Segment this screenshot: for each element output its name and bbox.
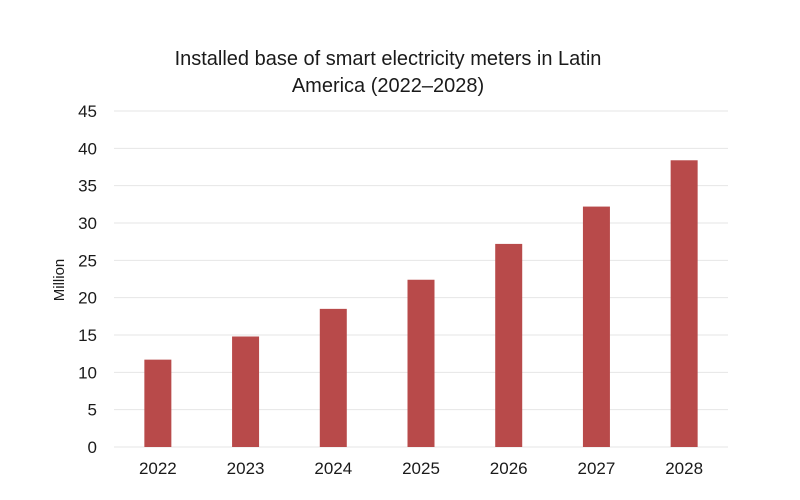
y-tick-label: 20 (78, 289, 97, 308)
x-tick-label: 2025 (402, 459, 440, 478)
y-tick-label: 15 (78, 326, 97, 345)
x-axis-ticks: 2022 2023 2024 2025 2026 2027 2028 (139, 459, 703, 478)
y-tick-label: 5 (88, 401, 97, 420)
bar-2025 (407, 279, 435, 447)
y-axis-ticks: 0 5 10 15 20 25 30 35 40 45 (78, 102, 97, 457)
chart-title: Installed base of smart electricity mete… (175, 48, 602, 97)
bar-2023 (232, 336, 260, 447)
y-tick-label: 30 (78, 214, 97, 233)
x-tick-label: 2022 (139, 459, 177, 478)
x-tick-label: 2024 (314, 459, 352, 478)
y-tick-label: 10 (78, 363, 97, 382)
y-tick-label: 25 (78, 251, 97, 270)
bar-2022 (144, 359, 172, 447)
chart-title-line-2: America (2022–2028) (292, 75, 484, 97)
bar-2026 (495, 243, 523, 447)
chart-title-line-1: Installed base of smart electricity mete… (175, 48, 602, 70)
bar-2028 (670, 160, 698, 447)
y-tick-label: 35 (78, 177, 97, 196)
y-tick-label: 0 (88, 438, 97, 457)
x-tick-label: 2023 (227, 459, 265, 478)
x-tick-label: 2026 (490, 459, 528, 478)
x-tick-label: 2027 (578, 459, 616, 478)
y-tick-label: 45 (78, 102, 97, 121)
y-axis-label: Million (51, 259, 68, 302)
bars (144, 160, 698, 447)
bar-2027 (582, 206, 610, 447)
bar-2024 (319, 308, 347, 447)
y-tick-label: 40 (78, 139, 97, 158)
x-tick-label: 2028 (665, 459, 703, 478)
